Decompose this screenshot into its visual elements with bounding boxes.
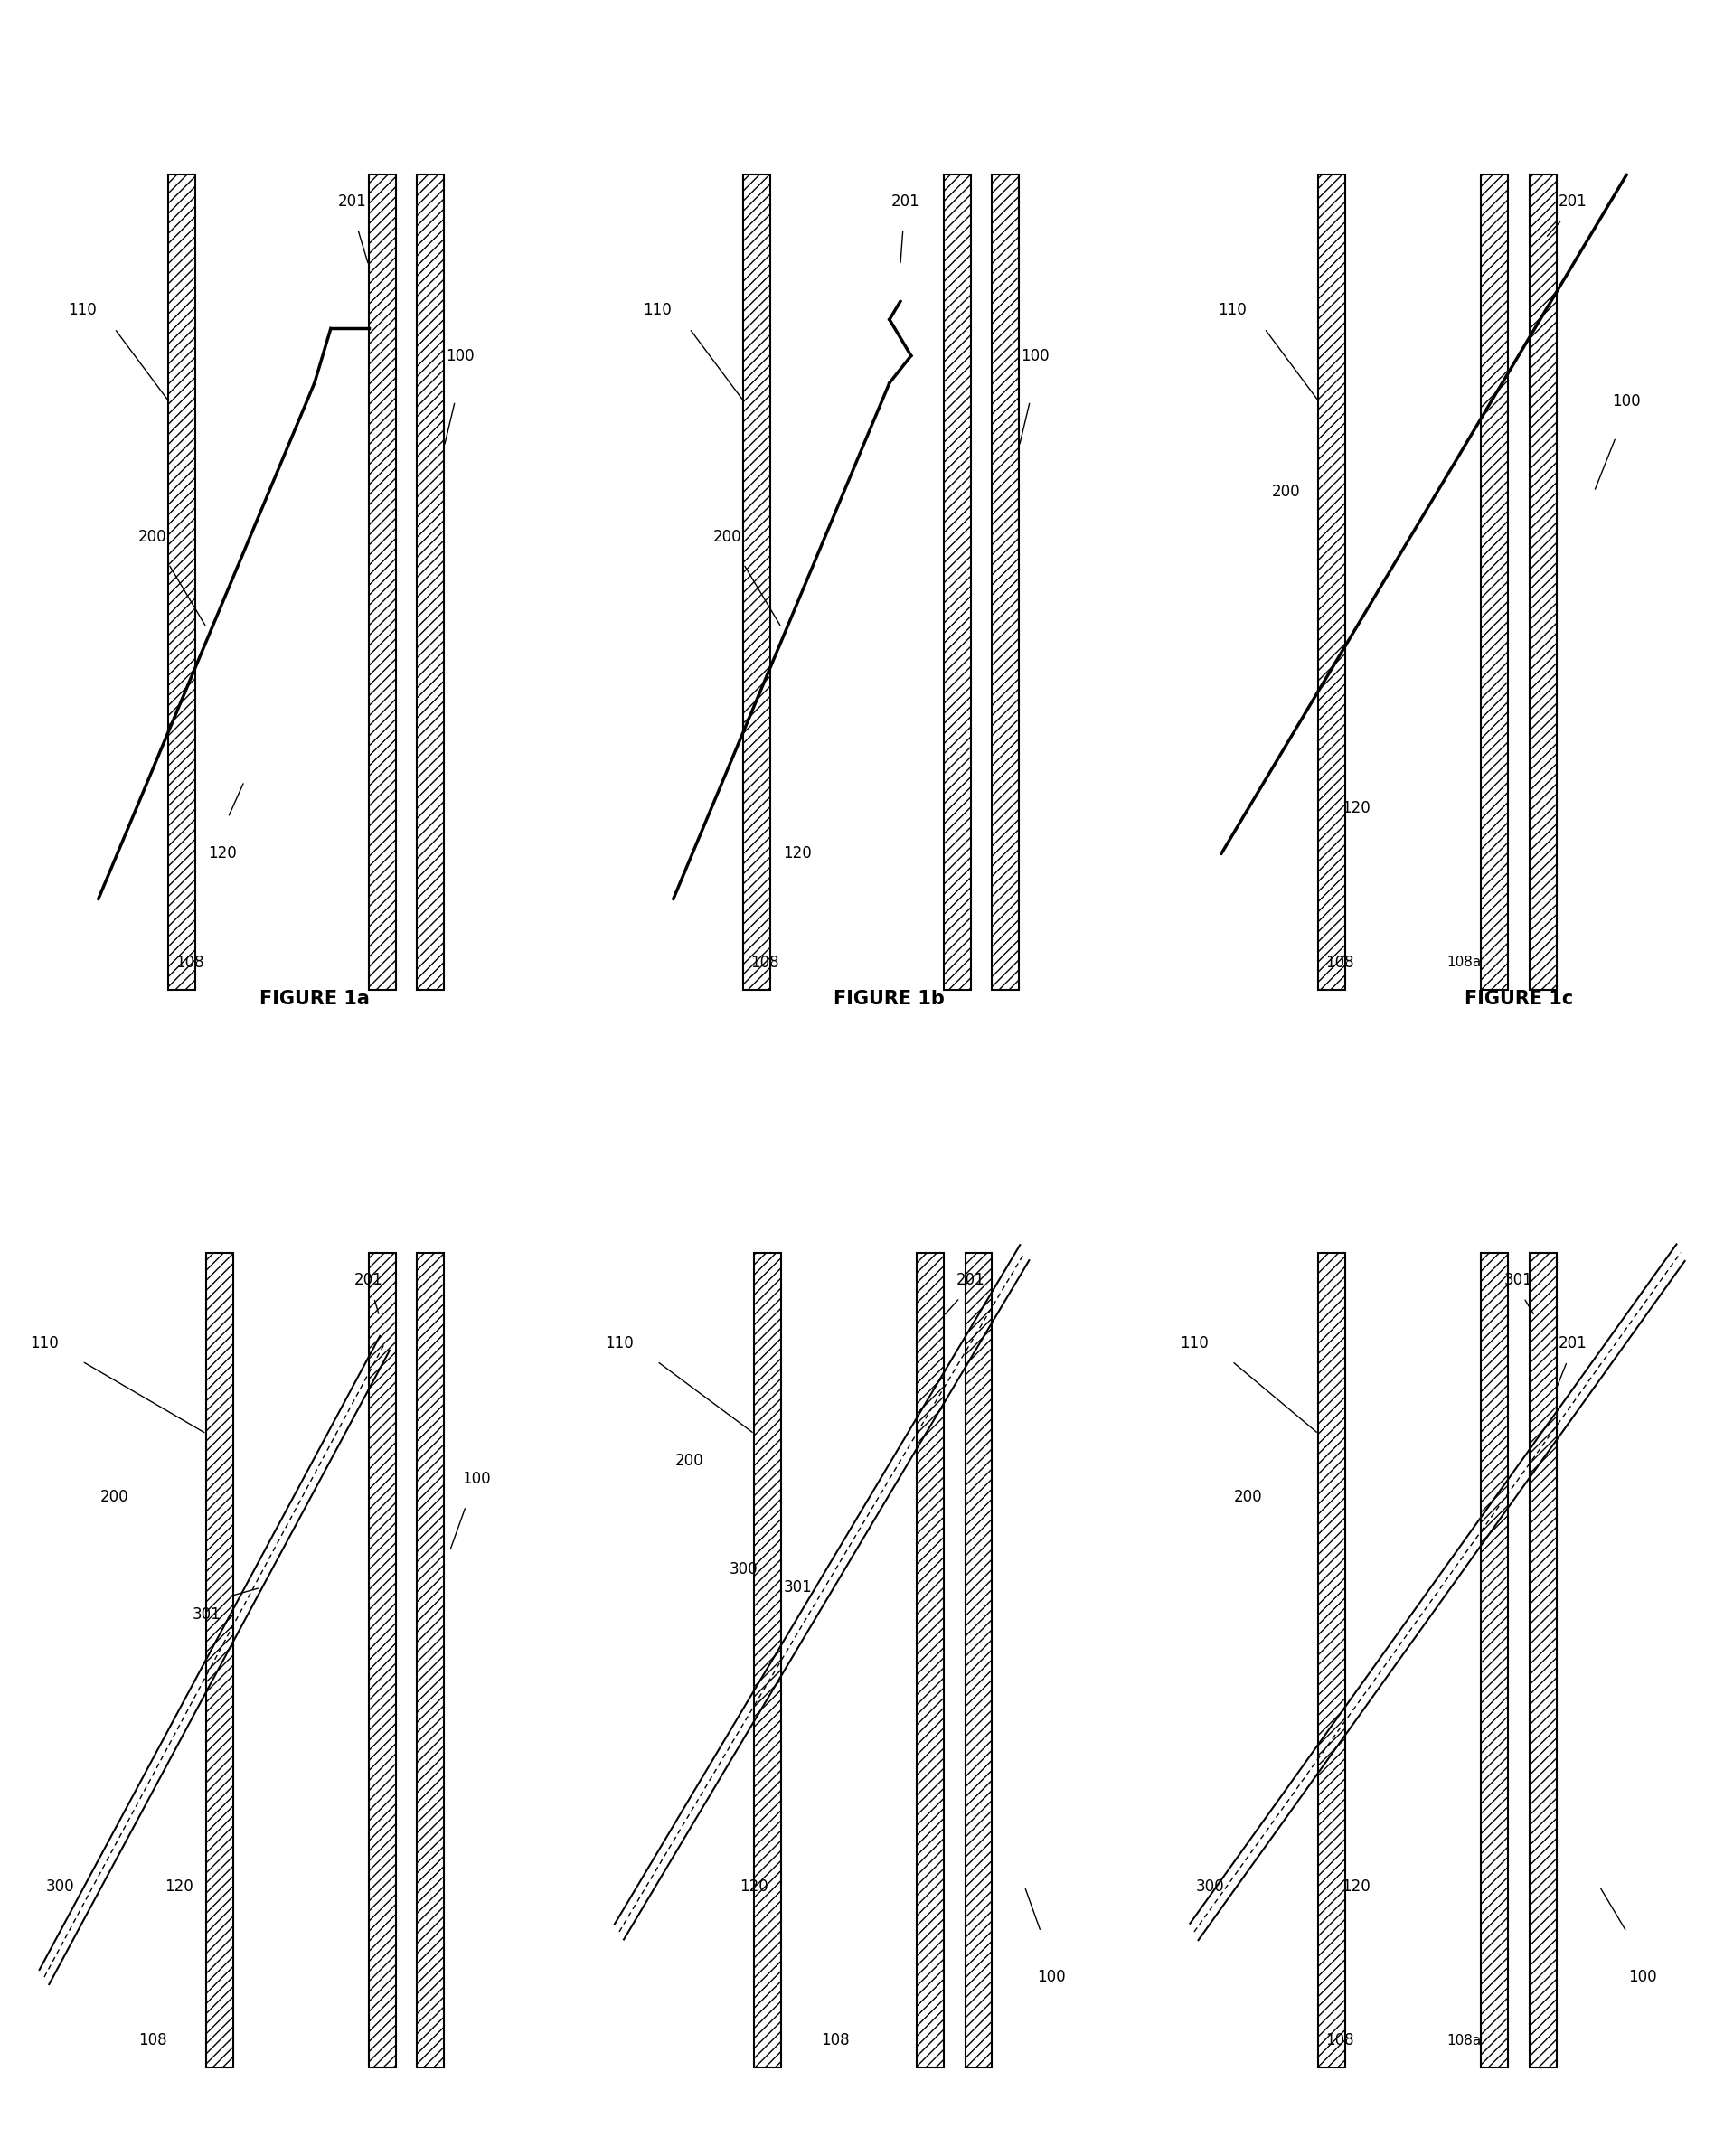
Text: 110: 110 bbox=[67, 302, 97, 319]
Text: 108: 108 bbox=[1326, 2033, 1353, 2048]
Bar bbox=[1479, 1253, 1507, 2068]
Text: 108a: 108a bbox=[1446, 955, 1481, 970]
Text: 200: 200 bbox=[674, 1453, 703, 1468]
Text: 200: 200 bbox=[138, 528, 167, 545]
Bar bbox=[169, 175, 195, 990]
Text: 110: 110 bbox=[1179, 1335, 1209, 1352]
Text: 110: 110 bbox=[643, 302, 671, 319]
Text: 108: 108 bbox=[1326, 955, 1353, 970]
Text: 110: 110 bbox=[29, 1335, 59, 1352]
Text: 120: 120 bbox=[209, 845, 236, 862]
Text: 201: 201 bbox=[1557, 1335, 1586, 1352]
Text: 201: 201 bbox=[955, 1272, 984, 1287]
Text: 301: 301 bbox=[1503, 1272, 1533, 1287]
Text: 201: 201 bbox=[891, 194, 919, 209]
Text: 301: 301 bbox=[783, 1580, 812, 1595]
Text: 301: 301 bbox=[191, 1606, 221, 1623]
Bar bbox=[753, 1253, 781, 2068]
Text: 108: 108 bbox=[750, 955, 779, 970]
Text: 108: 108 bbox=[138, 2033, 167, 2048]
Text: 201: 201 bbox=[1557, 194, 1586, 209]
Text: 200: 200 bbox=[100, 1490, 129, 1505]
Text: 200: 200 bbox=[1271, 483, 1300, 500]
Text: 100: 100 bbox=[1612, 392, 1640, 410]
Bar bbox=[915, 1253, 943, 2068]
Text: 201: 201 bbox=[353, 1272, 383, 1287]
Bar bbox=[943, 175, 971, 990]
Text: 110: 110 bbox=[605, 1335, 633, 1352]
Bar bbox=[417, 1253, 445, 2068]
Text: 108: 108 bbox=[821, 2033, 850, 2048]
Bar bbox=[207, 1253, 233, 2068]
Text: 300: 300 bbox=[729, 1561, 757, 1578]
Text: 108a: 108a bbox=[1446, 2033, 1481, 2048]
Bar bbox=[1317, 1253, 1345, 2068]
Text: 100: 100 bbox=[447, 347, 474, 364]
Text: 108: 108 bbox=[176, 955, 205, 970]
Bar bbox=[1529, 175, 1555, 990]
Text: 200: 200 bbox=[712, 528, 741, 545]
Text: 300: 300 bbox=[47, 1878, 74, 1895]
Text: 120: 120 bbox=[740, 1878, 769, 1895]
Text: FIGURE 1c: FIGURE 1c bbox=[1464, 990, 1572, 1007]
Bar bbox=[743, 175, 771, 990]
Bar bbox=[1479, 175, 1507, 990]
Bar bbox=[965, 1253, 991, 2068]
Bar bbox=[1529, 1253, 1555, 2068]
Text: FIGURE 1b: FIGURE 1b bbox=[833, 990, 945, 1007]
Bar bbox=[1317, 175, 1345, 990]
Bar bbox=[369, 1253, 395, 2068]
Text: 110: 110 bbox=[1217, 302, 1246, 319]
Text: 120: 120 bbox=[783, 845, 812, 862]
Text: 300: 300 bbox=[1195, 1878, 1224, 1895]
Text: 120: 120 bbox=[1341, 1878, 1371, 1895]
Text: 200: 200 bbox=[1233, 1490, 1262, 1505]
Bar bbox=[369, 175, 395, 990]
Text: 100: 100 bbox=[462, 1470, 491, 1488]
Text: 100: 100 bbox=[1021, 347, 1050, 364]
Text: FIGURE 1a: FIGURE 1a bbox=[259, 990, 369, 1007]
Text: 100: 100 bbox=[1036, 1968, 1065, 1986]
Text: 120: 120 bbox=[166, 1878, 193, 1895]
Bar bbox=[991, 175, 1019, 990]
Bar bbox=[417, 175, 445, 990]
Text: 120: 120 bbox=[1341, 800, 1371, 817]
Text: 201: 201 bbox=[338, 194, 367, 209]
Text: 100: 100 bbox=[1627, 1968, 1657, 1986]
